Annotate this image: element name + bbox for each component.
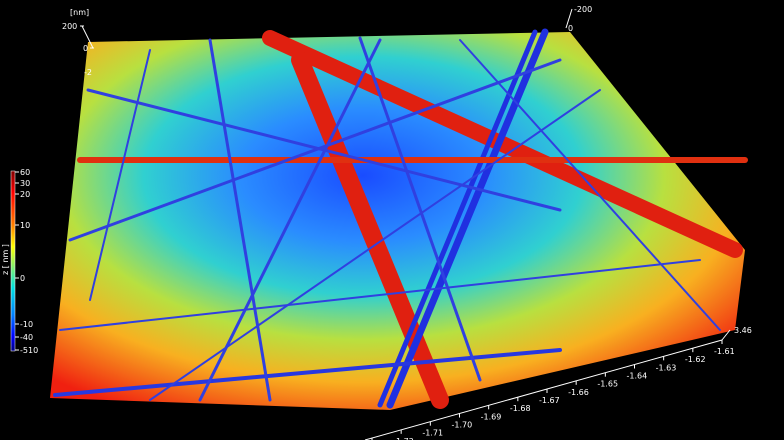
x-tick-label: -1.70	[452, 421, 473, 430]
x-tick-label: -1.69	[481, 412, 502, 421]
x-tick-label: -1.63	[656, 363, 677, 372]
colorbar-tick-label: 10	[20, 221, 30, 230]
colorbar-label: z [ nm ]	[1, 244, 10, 275]
x-tick-label: -1.61	[714, 347, 735, 356]
x-tick-label: -1.62	[685, 355, 706, 364]
scratch-lines	[53, 28, 748, 409]
x-tick-label: -1.65	[597, 380, 618, 389]
x-tick-label: -1.72	[393, 437, 414, 440]
colorbar-tick-label: 30	[20, 179, 30, 188]
z-tick: 0	[83, 44, 88, 53]
colorbar-tick-label: -510	[20, 346, 38, 355]
colorbar-tick-label: -10	[20, 320, 33, 329]
z-tick: -2	[84, 68, 92, 77]
z-axis-left: [nm] 200 0 -2	[62, 8, 94, 77]
x-tick-label: -1.68	[510, 404, 531, 413]
z-tick: 200	[62, 22, 77, 31]
colorbar-tick-label: 0	[20, 274, 25, 283]
colorbar-tick-label: 60	[20, 168, 30, 177]
x-tick-label: -1.67	[539, 396, 560, 405]
z-axis-unit: [nm]	[70, 8, 89, 17]
x-axis: 3.46 -1.73-1.72-1.71-1.70-1.69-1.68-1.67…	[364, 326, 752, 440]
colorbar-tick-label: -40	[20, 333, 33, 342]
y-tick: 3.46	[734, 326, 752, 335]
z-axis-right: -200 0	[565, 5, 592, 33]
x-tick-label: -1.64	[627, 372, 648, 381]
colorbar: z [ nm ] 60 30 20 10 0 -10 -40 -510	[1, 168, 38, 355]
colorbar-tick-label: 20	[20, 190, 30, 199]
x-tick-label: -1.71	[422, 429, 443, 438]
x-tick-label: -1.66	[568, 388, 589, 397]
z-tick: 0	[568, 24, 573, 33]
z-tick: -200	[574, 5, 592, 14]
